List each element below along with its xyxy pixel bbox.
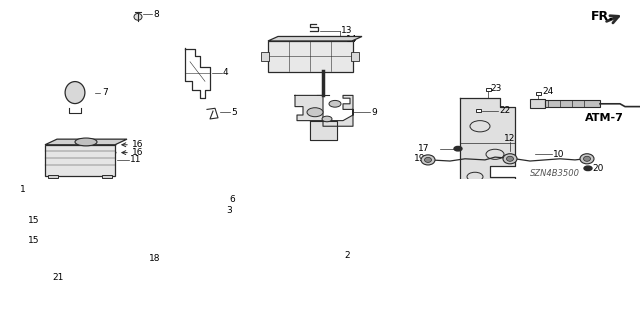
Text: 8: 8 (153, 10, 159, 19)
Bar (45, 145, 115, 176)
Circle shape (193, 192, 207, 200)
Text: 3: 3 (226, 206, 232, 215)
Text: 5: 5 (231, 108, 237, 117)
Text: 11: 11 (130, 155, 141, 164)
Polygon shape (45, 139, 127, 145)
Text: 1: 1 (20, 185, 26, 194)
Text: 4: 4 (223, 69, 228, 78)
Text: 17: 17 (418, 144, 429, 153)
Text: 2: 2 (344, 251, 349, 260)
Bar (536, 92, 541, 95)
Circle shape (40, 275, 50, 280)
Text: 20: 20 (592, 164, 604, 173)
Text: 18: 18 (149, 254, 161, 263)
Ellipse shape (75, 138, 97, 146)
Polygon shape (268, 36, 362, 41)
Ellipse shape (295, 251, 315, 259)
Ellipse shape (424, 157, 431, 162)
Bar (268, 41, 353, 72)
Text: 21: 21 (52, 273, 63, 282)
Text: 15: 15 (28, 236, 40, 245)
Bar (287, 249, 323, 262)
Circle shape (126, 256, 134, 260)
Text: 12: 12 (504, 134, 515, 143)
Ellipse shape (584, 156, 591, 161)
Ellipse shape (108, 151, 116, 154)
Polygon shape (295, 95, 353, 126)
Text: 7: 7 (102, 88, 108, 97)
Circle shape (322, 116, 332, 122)
Bar (48, 175, 58, 178)
Bar (351, 52, 359, 61)
Polygon shape (460, 98, 535, 202)
Ellipse shape (65, 82, 85, 104)
Bar (530, 99, 545, 108)
Circle shape (454, 146, 462, 151)
Ellipse shape (421, 155, 435, 165)
Text: 10: 10 (553, 150, 564, 159)
Circle shape (329, 100, 341, 107)
Ellipse shape (108, 143, 116, 146)
Ellipse shape (580, 154, 594, 164)
Text: ATM-7: ATM-7 (585, 113, 624, 123)
Text: 19: 19 (414, 154, 426, 163)
Bar (486, 88, 490, 91)
Text: SZN4B3500: SZN4B3500 (530, 169, 580, 178)
Text: 23: 23 (490, 84, 501, 93)
Text: 6: 6 (229, 195, 235, 204)
Text: 14: 14 (346, 35, 357, 44)
Bar (476, 109, 481, 112)
Text: 24: 24 (542, 87, 553, 96)
Ellipse shape (503, 154, 517, 164)
Text: FR.: FR. (591, 10, 614, 23)
Text: 16: 16 (132, 140, 143, 149)
Text: 15: 15 (28, 216, 40, 225)
Bar (545, 100, 600, 107)
Circle shape (584, 166, 592, 171)
Text: 16: 16 (132, 148, 143, 157)
Ellipse shape (506, 156, 513, 161)
Polygon shape (310, 121, 337, 140)
Bar (102, 175, 112, 178)
Ellipse shape (134, 13, 142, 20)
Text: 9: 9 (371, 108, 377, 117)
Polygon shape (40, 230, 70, 246)
Text: 13: 13 (341, 26, 353, 35)
Text: 22: 22 (499, 106, 510, 115)
Circle shape (307, 108, 323, 117)
Bar (261, 52, 269, 61)
Polygon shape (40, 211, 70, 226)
